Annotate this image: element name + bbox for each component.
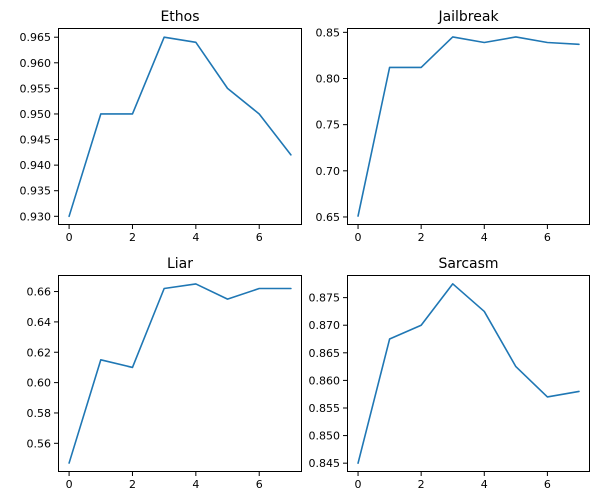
x-tick-label: 0 [66, 231, 73, 244]
y-tick-label: 0.950 [20, 108, 52, 121]
y-tick-label: 0.65 [316, 211, 341, 224]
y-tick-label: 0.75 [316, 119, 341, 132]
x-tick-label: 2 [418, 478, 425, 491]
y-tick-label: 0.62 [27, 346, 52, 359]
x-tick-label: 6 [544, 231, 551, 244]
x-tick-label: 2 [129, 231, 136, 244]
y-tick-label: 0.845 [309, 457, 341, 470]
y-tick-label: 0.955 [20, 82, 52, 95]
y-tick-label: 0.935 [20, 185, 52, 198]
y-tick-label: 0.865 [309, 347, 341, 360]
chart-title: Liar [167, 256, 193, 272]
subplot-1: Ethos 0 2 4 6 0.930 0.935 0.940 0.945 0.950 0.955 0… [20, 9, 302, 244]
subplot-2: Jailbreak 0 2 4 6 0.65 0.70 0.75 0.80 0.85 [316, 9, 590, 244]
y-tick-label: 0.80 [316, 72, 341, 85]
x-tick-label: 4 [481, 478, 488, 491]
y-tick-label: 0.960 [20, 57, 52, 70]
y-tick-label: 0.66 [27, 286, 52, 299]
y-tick-label: 0.945 [20, 134, 52, 147]
series-line [357, 36, 580, 217]
chart-title: Sarcasm [438, 256, 498, 272]
y-tick-label: 0.70 [316, 165, 341, 178]
y-tick-label: 0.965 [20, 31, 52, 44]
y-tick-label: 0.855 [309, 402, 341, 415]
series-line [68, 283, 292, 464]
series-line [68, 36, 292, 218]
x-tick-label: 0 [355, 231, 362, 244]
x-tick-label: 0 [355, 478, 362, 491]
y-tick-label: 0.940 [20, 159, 52, 172]
x-tick-label: 4 [481, 231, 488, 244]
x-tick-label: 6 [256, 478, 263, 491]
axes-frame [347, 28, 590, 225]
subplot-3: Liar 0 2 4 6 0.56 0.58 0.60 0.62 0.64 0.66 [27, 256, 302, 491]
y-tick-label: 0.85 [316, 26, 341, 39]
y-tick-label: 0.870 [309, 319, 341, 332]
series-line [357, 283, 580, 464]
axes-frame [58, 275, 302, 472]
axes-frame [58, 28, 302, 225]
x-tick-label: 2 [418, 231, 425, 244]
y-tick-label: 0.60 [27, 377, 52, 390]
y-tick-label: 0.58 [27, 407, 52, 420]
y-tick-label: 0.930 [20, 210, 52, 223]
chart-title: Jailbreak [437, 9, 499, 25]
x-tick-label: 6 [544, 478, 551, 491]
y-tick-label: 0.56 [27, 437, 52, 450]
x-tick-label: 6 [256, 231, 263, 244]
y-tick-label: 0.860 [309, 374, 341, 387]
subplot-4: Sarcasm 0 2 4 6 0.845 0.850 0.855 0.860 0.865 0.87… [309, 256, 590, 491]
y-tick-label: 0.875 [309, 292, 341, 305]
y-tick-label: 0.850 [309, 430, 341, 443]
x-tick-label: 4 [192, 478, 199, 491]
y-tick-label: 0.64 [27, 316, 52, 329]
x-tick-label: 4 [192, 231, 199, 244]
chart-title: Ethos [160, 9, 199, 25]
x-tick-label: 2 [129, 478, 136, 491]
axes-frame [347, 275, 590, 472]
x-tick-label: 0 [66, 478, 73, 491]
